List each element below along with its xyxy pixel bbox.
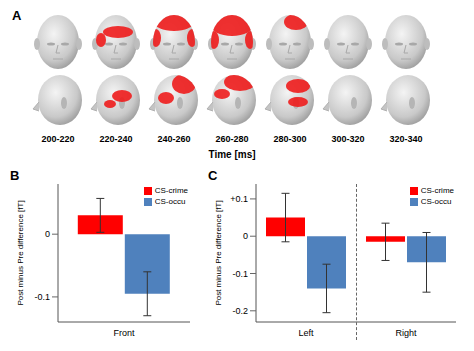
svg-text:+0.1: +0.1 xyxy=(230,194,248,204)
svg-text:A: A xyxy=(12,8,22,23)
svg-text:Post minus Pre difference [fT]: Post minus Pre difference [fT] xyxy=(214,200,223,305)
svg-text:-0.1: -0.1 xyxy=(232,269,248,279)
svg-text:-0.2: -0.2 xyxy=(232,306,248,316)
svg-text:280-300: 280-300 xyxy=(273,134,306,144)
svg-text:Post minus Pre difference [fT]: Post minus Pre difference [fT] xyxy=(16,200,25,305)
html-text:B: B xyxy=(10,168,20,183)
html-text:CS-occu: CS-occu xyxy=(154,197,186,206)
html-text:CS-crime: CS-crime xyxy=(420,186,454,195)
svg-text:-0.1: -0.1 xyxy=(34,292,50,302)
svg-text:240-260: 240-260 xyxy=(157,134,190,144)
svg-text:0: 0 xyxy=(45,229,50,239)
html-text:CS-crime: CS-crime xyxy=(154,186,188,195)
svg-text:300-320: 300-320 xyxy=(331,134,364,144)
svg-text:320-340: 320-340 xyxy=(389,134,422,144)
html-text:CS-occu: CS-occu xyxy=(420,197,452,206)
svg-text:0: 0 xyxy=(243,231,248,241)
svg-text:260-280: 260-280 xyxy=(215,134,248,144)
svg-text:Left: Left xyxy=(298,328,314,338)
svg-text:200-220: 200-220 xyxy=(41,134,74,144)
svg-text:Front: Front xyxy=(113,328,135,338)
html-text:C: C xyxy=(208,168,218,183)
svg-text:Right: Right xyxy=(395,328,417,338)
svg-text:220-240: 220-240 xyxy=(99,134,132,144)
svg-text:Time [ms]: Time [ms] xyxy=(208,149,255,160)
